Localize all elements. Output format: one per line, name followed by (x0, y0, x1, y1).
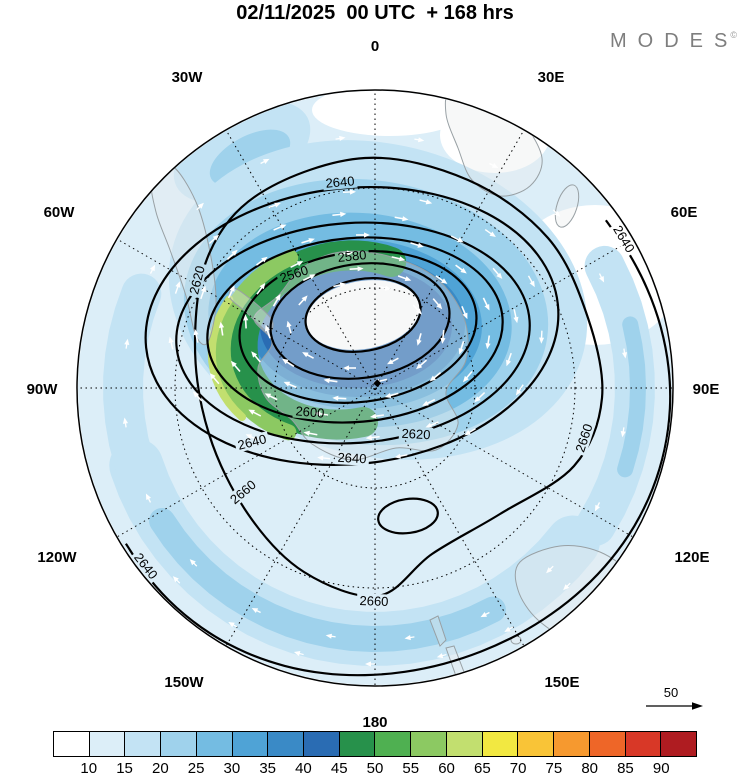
colorbar-cell (411, 732, 447, 756)
lon-label-120W: 120W (37, 549, 77, 566)
colorbar-cell (54, 732, 90, 756)
modes-logo: MODES© (610, 30, 738, 53)
colorbar-tick: 55 (402, 760, 420, 777)
page-title: 02/11/2025 00 UTC + 168 hrs (236, 2, 514, 24)
colorbar-tick: 10 (80, 760, 98, 777)
colorbar-tick: 70 (509, 760, 527, 777)
colorbar-cell (661, 732, 696, 756)
polar-map: 2640 2580 2560 2620 2600 2620 2640 2640 2640 2660… (27, 38, 720, 731)
colorbar-cell (589, 732, 626, 756)
contour-label: 2660 (359, 593, 388, 609)
height-contours (124, 156, 672, 677)
contour-label: 2640 (337, 450, 367, 466)
lon-label-120E: 120E (674, 549, 709, 566)
colorbar-cell (161, 732, 197, 756)
map-boundary (76, 89, 674, 687)
contour-label: 2580 (337, 247, 367, 265)
colorbar-tick: 90 (652, 760, 670, 777)
reference-vector: 50 (646, 685, 703, 710)
colorbar-tick: 35 (259, 760, 276, 777)
colorbar-cells (53, 731, 697, 757)
new-zealand-coast (429, 615, 447, 647)
colorbar-tick: 40 (295, 760, 312, 777)
colorbar-cell (625, 732, 662, 756)
modes-logo-mark: © (730, 30, 738, 40)
colorbar-tick: 80 (581, 760, 598, 777)
contour-label: 2640 (236, 431, 268, 453)
lon-label-0: 0 (371, 38, 379, 55)
colorbar-cell (375, 732, 412, 756)
colorbar-cell (446, 732, 483, 756)
contour-label: 2600 (295, 403, 325, 420)
colorbar-tick: 45 (330, 760, 348, 777)
map-svg: 2640258025602620260026202640264026402660… (27, 38, 720, 731)
colorbar-cell (196, 732, 233, 756)
wind-vectors (122, 135, 628, 667)
colorbar-tick: 25 (187, 760, 205, 777)
colorbar-tick: 75 (545, 760, 563, 777)
colorbar-cell (89, 732, 126, 756)
lon-label-150E: 150E (544, 674, 579, 691)
colorbar-tick: 65 (473, 760, 491, 777)
lon-label-150W: 150W (164, 674, 204, 691)
colorbar-cell (554, 732, 590, 756)
map-content (78, 91, 672, 685)
colorbar-cell (232, 732, 269, 756)
colorbar-cell (518, 732, 555, 756)
colorbar-cell (125, 732, 162, 756)
modes-logo-text: MODES (610, 30, 739, 52)
colorbar-tick-labels: 10 15 20 25 30 35 40 45 50 55 60 65 70 75 80 85 90 (53, 757, 697, 777)
colorbar-cell (339, 732, 376, 756)
pole-marker (373, 379, 382, 388)
colorbar-tick: 50 (366, 760, 384, 777)
colorbar-cell (268, 732, 305, 756)
colorbar-tick: 30 (223, 760, 241, 777)
colorbar-cell (304, 732, 340, 756)
contour-label: 2640 (325, 173, 355, 190)
colorbar-tick: 15 (116, 760, 133, 777)
reference-vector-label: 50 (664, 685, 678, 700)
lon-label-30W: 30W (172, 69, 204, 86)
lon-label-60W: 60W (44, 204, 76, 221)
colorbar-tick: 20 (151, 760, 169, 777)
lon-label-60E: 60E (671, 204, 698, 221)
contour-label: 2620 (186, 264, 208, 296)
colorbar: 10 15 20 25 30 35 40 45 50 55 60 65 70 75 80 85 90 (53, 731, 697, 779)
colorbar-cell (482, 732, 519, 756)
reference-vector-arrowhead (692, 702, 703, 710)
colorbar-tick: 85 (617, 760, 634, 777)
colorbar-tick: 60 (438, 760, 455, 777)
lon-label-90W: 90W (27, 381, 59, 398)
contour-label: 2620 (401, 426, 431, 442)
lon-label-30E: 30E (538, 69, 565, 86)
lon-label-180: 180 (362, 714, 387, 730)
lon-label-90E: 90E (693, 381, 720, 398)
